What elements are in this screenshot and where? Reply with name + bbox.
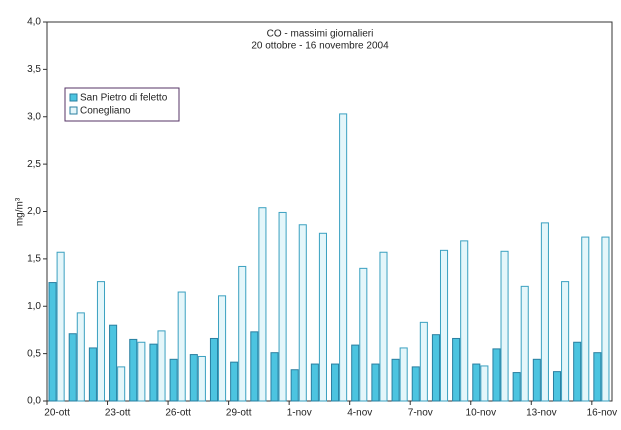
bar <box>177 291 186 402</box>
legend-label: San Pietro di feletto <box>80 93 168 104</box>
bar <box>88 347 97 402</box>
bar <box>552 371 562 402</box>
y-tick-label: 0,0 <box>27 396 41 407</box>
bar <box>109 324 118 402</box>
y-tick-label: 3,0 <box>27 111 41 122</box>
bar <box>129 338 138 402</box>
bar <box>540 222 549 402</box>
bar <box>492 348 501 402</box>
bar <box>137 341 146 402</box>
bar <box>439 249 449 402</box>
bar <box>371 363 380 402</box>
bar <box>480 365 489 402</box>
bar <box>209 337 219 402</box>
bar <box>460 240 469 402</box>
x-tick-label: 29-ott <box>226 408 252 419</box>
bar <box>512 372 521 402</box>
legend-box <box>64 87 180 122</box>
bar <box>76 312 85 402</box>
y-axis-label: mg/m³ <box>15 197 26 226</box>
x-tick-label: 16-nov <box>587 408 618 419</box>
y-tick-label: 4,0 <box>27 17 41 28</box>
bar <box>601 236 610 402</box>
bar <box>452 337 461 402</box>
x-tick-label: 7-nov <box>408 408 433 419</box>
bar <box>581 236 590 402</box>
bar <box>310 363 319 402</box>
bar <box>379 251 388 402</box>
bar <box>593 352 602 402</box>
bar <box>391 358 400 402</box>
bar <box>197 355 206 402</box>
bar <box>149 343 158 402</box>
bar <box>96 281 106 402</box>
bar <box>258 207 267 402</box>
bar <box>520 285 529 402</box>
x-tick-label: 26-ott <box>165 408 191 419</box>
bar <box>270 352 279 402</box>
bar <box>399 347 408 402</box>
chart-subtitle: 20 ottobre - 16 novembre 2004 <box>251 41 389 52</box>
bar <box>351 344 360 402</box>
bar <box>290 369 299 402</box>
bar <box>318 232 327 402</box>
bar <box>230 361 239 402</box>
bar <box>359 267 368 402</box>
x-tick-label: 10-nov <box>466 408 497 419</box>
x-tick-label: 4-nov <box>347 408 372 419</box>
bar <box>48 282 57 402</box>
legend-swatch <box>69 106 78 115</box>
bar <box>157 330 166 402</box>
bar <box>331 363 340 402</box>
y-tick-label: 1,5 <box>27 254 41 265</box>
bar <box>117 366 126 402</box>
legend-swatch <box>69 93 78 102</box>
bar <box>189 354 198 402</box>
bar <box>169 358 178 402</box>
x-tick-label: 13-nov <box>526 408 557 419</box>
bar <box>68 333 77 402</box>
bar <box>411 366 420 402</box>
bar <box>250 331 259 402</box>
x-tick-label: 1-nov <box>287 408 312 419</box>
y-tick-label: 1,0 <box>27 301 41 312</box>
bar <box>56 251 65 402</box>
y-tick-label: 0,5 <box>27 348 41 359</box>
bar <box>431 334 440 402</box>
bar <box>561 281 570 402</box>
y-tick-label: 3,5 <box>27 64 41 75</box>
x-tick-label: 20-ott <box>44 408 70 419</box>
bar <box>500 250 509 402</box>
bar <box>278 211 287 402</box>
bar <box>419 321 428 402</box>
y-tick-label: 2,0 <box>27 206 41 217</box>
bar <box>238 265 247 402</box>
bar <box>339 113 348 402</box>
bar <box>218 295 227 402</box>
y-tick-label: 2,5 <box>27 159 41 170</box>
legend-label: Conegliano <box>80 106 131 117</box>
bar <box>472 363 481 402</box>
bar <box>573 341 582 402</box>
chart-title: CO - massimi giornalieri <box>267 29 374 40</box>
x-tick-label: 23-ott <box>105 408 131 419</box>
bar <box>298 224 307 402</box>
bar <box>532 358 541 402</box>
